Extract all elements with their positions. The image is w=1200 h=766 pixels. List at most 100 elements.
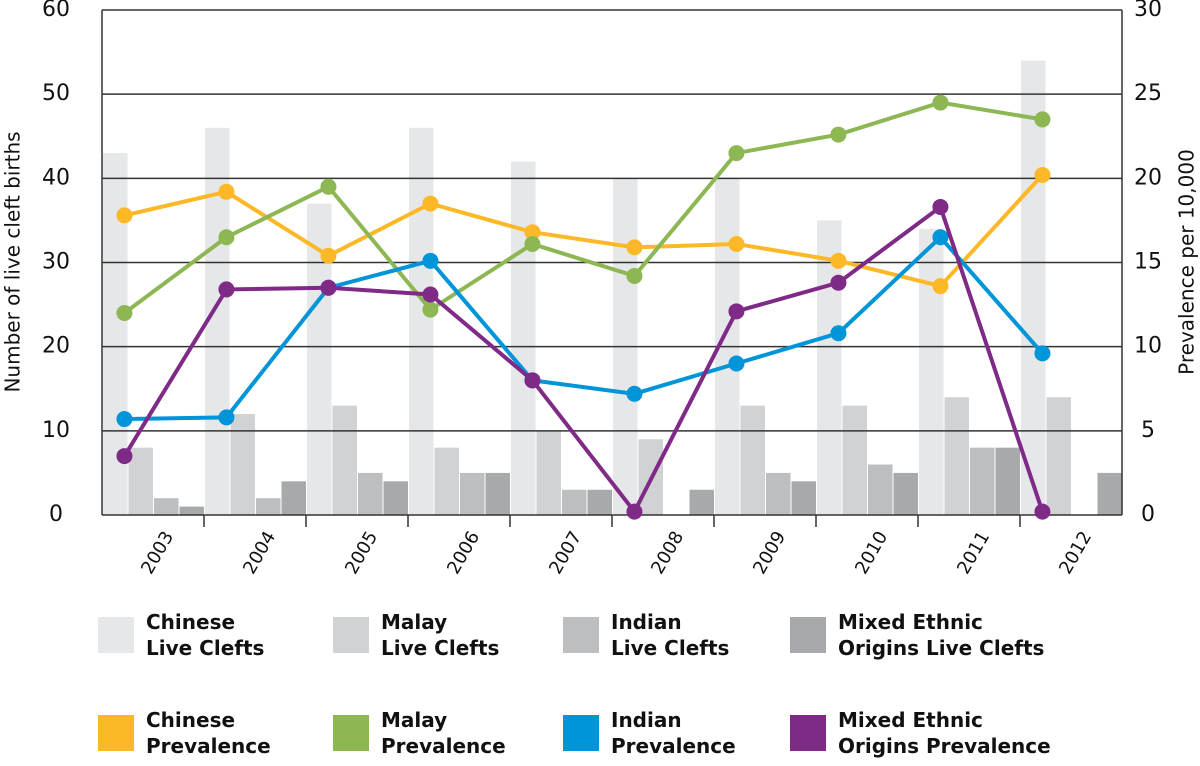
legend-line: Mixed Ethnic [838,708,983,732]
bar [919,228,944,516]
point [626,385,643,402]
bar [536,430,561,515]
bar [791,481,816,515]
point [932,229,949,246]
legend-swatch [563,715,599,751]
legend-swatch [333,617,369,653]
x-tick-label: 2011 [953,528,994,578]
legend-line: Live Clefts [381,636,499,660]
x-tick-label: 2008 [647,528,688,578]
point [218,183,235,200]
legend-line: Indian [611,610,682,634]
legend-line: Malay [381,708,447,732]
legend-label: Indian Prevalence [611,708,736,758]
legend-line: Chinese [146,610,235,634]
legend-label: Indian Live Clefts [611,610,729,660]
bar [842,405,867,515]
point [728,235,745,252]
point [830,274,847,291]
legend-swatch [563,617,599,653]
bar [970,447,995,515]
x-tick-label: 2003 [137,528,178,578]
legend-line: Mixed Ethnic [838,610,983,634]
bar [944,397,969,515]
y-tick-label: 40 [42,165,70,190]
point [218,281,235,298]
legend-line: Malay [381,610,447,634]
bar [485,472,510,515]
point [1034,111,1051,128]
lines [116,94,1051,520]
point [830,252,847,269]
bar [460,472,485,515]
bar [511,161,536,515]
bar [256,498,281,515]
y-tick-label: 20 [42,334,70,359]
point [830,126,847,143]
line [123,173,1044,289]
point [626,503,643,520]
bar [358,472,383,515]
line [122,203,1045,516]
y-tick-label: 10 [42,418,70,443]
x-tick-label: 2009 [749,528,790,578]
legend-swatch [98,617,134,653]
point [932,278,949,295]
x-tick-label: 2007 [545,528,586,578]
point [728,355,745,372]
grid [101,9,1123,527]
bar [281,481,306,515]
x-tick-label: 2005 [341,528,382,578]
legend-line: Origins Prevalence [838,734,1051,758]
y-tick-label: 50 [42,81,70,106]
point [932,198,949,215]
line [124,234,1044,422]
point [218,229,235,246]
point [524,372,541,389]
legend-swatch [790,617,826,653]
point [116,411,133,428]
y2-tick-label: 25 [1134,81,1162,106]
point [218,409,235,426]
legend-line: Prevalence [611,734,736,758]
y-axis-label: Number of live cleft births [1,131,25,392]
y-tick-label: 60 [42,0,70,22]
point [422,195,439,212]
x-tick-label: 2012 [1055,528,1096,578]
point [728,303,745,320]
bar [434,447,459,515]
point [626,239,643,256]
point [320,178,337,195]
bar [383,481,408,515]
y2-tick-label: 0 [1141,502,1155,527]
bar [409,127,434,515]
legend-label: Mixed Ethnic Origins Prevalence [838,708,1051,758]
bar [1097,472,1122,515]
x-tick-label: 2006 [443,528,484,578]
bar [868,464,893,515]
bar [128,447,153,515]
y2-tick-label: 5 [1141,418,1155,443]
legend-label: Malay Live Clefts [381,610,499,660]
legend-line: Chinese [146,708,235,732]
point [626,267,643,284]
point [1034,345,1051,362]
legend-label: Mixed Ethnic Origins Live Clefts [838,610,1044,660]
bar [1046,397,1071,515]
bar [587,489,612,515]
legend-line: Origins Live Clefts [838,636,1044,660]
point [524,224,541,241]
y2-tick-label: 10 [1134,334,1162,359]
point [116,305,133,321]
bar [817,220,842,515]
line [123,100,1043,315]
point [830,325,847,342]
point [422,301,439,318]
point [1034,503,1051,520]
y2-tick-label: 30 [1134,0,1162,22]
y2-tick-label: 15 [1134,250,1162,275]
y2-tick-label: 20 [1134,165,1162,190]
point [524,235,541,252]
x-tick-label: 2004 [239,528,280,578]
bar [766,472,791,515]
